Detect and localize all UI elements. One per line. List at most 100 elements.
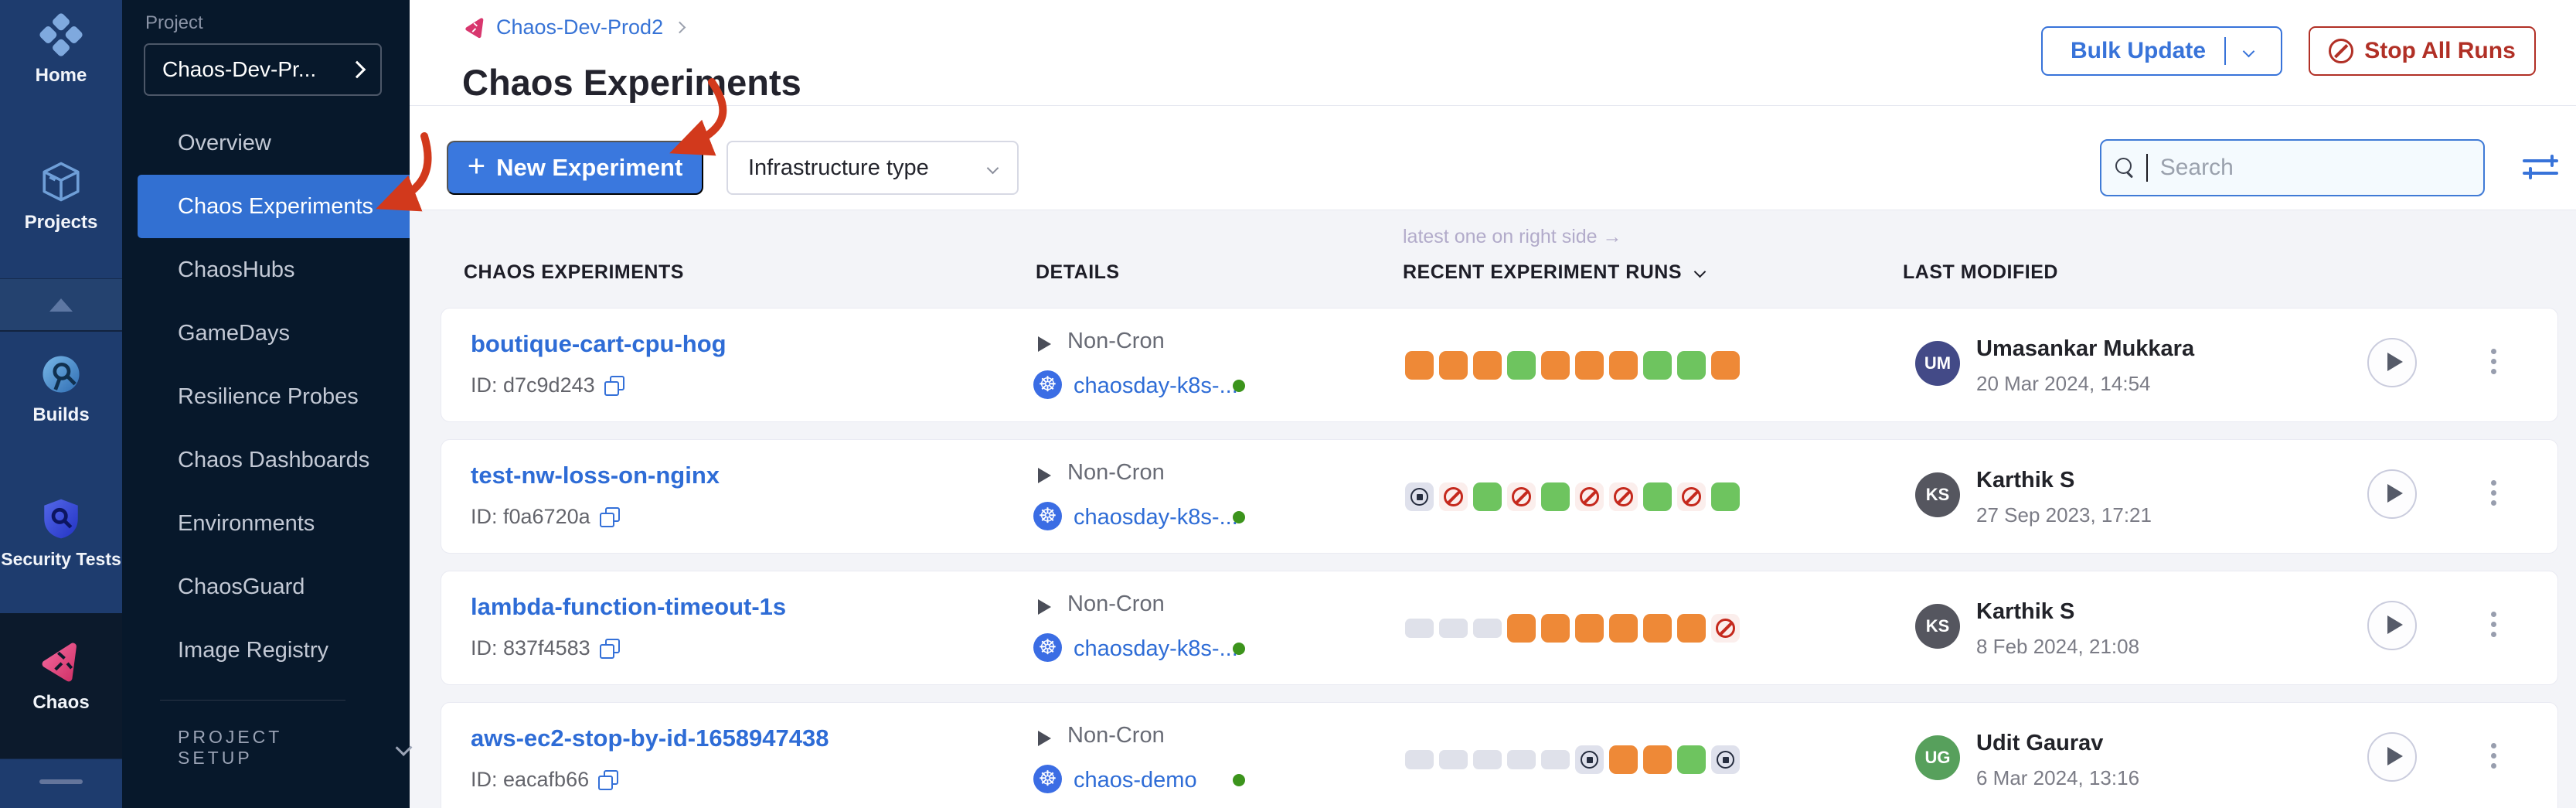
run-failed[interactable] <box>1575 614 1604 643</box>
run-stopped[interactable] <box>1711 745 1740 774</box>
experiment-name-link[interactable]: test-nw-loss-on-nginx <box>471 462 720 489</box>
experiment-row[interactable]: aws-ec2-stop-by-id-1658947438 ID: eacafb… <box>441 702 2558 808</box>
nav-module-projects[interactable]: Projects <box>0 159 122 234</box>
experiment-name-link[interactable]: aws-ec2-stop-by-id-1658947438 <box>471 724 829 752</box>
run-stopped[interactable] <box>1575 745 1604 774</box>
rail-resize-handle[interactable] <box>39 779 83 784</box>
text-cursor <box>2146 154 2148 182</box>
infrastructure-link[interactable]: chaosday-k8s-... <box>1074 505 1238 530</box>
run-experiment-button[interactable] <box>2367 601 2417 650</box>
run-empty <box>1473 619 1502 638</box>
sidebar-item-environments[interactable]: Environments <box>178 510 315 536</box>
run-experiment-button[interactable] <box>2367 338 2417 387</box>
run-failed[interactable] <box>1643 614 1672 643</box>
run-success[interactable] <box>1507 351 1536 380</box>
run-failed[interactable] <box>1439 351 1468 380</box>
run-success[interactable] <box>1643 351 1672 380</box>
sidebar-item-image-registry[interactable]: Image Registry <box>178 637 329 663</box>
run-error[interactable] <box>1575 482 1604 511</box>
run-error[interactable] <box>1609 482 1638 511</box>
breadcrumb-project[interactable]: Chaos-Dev-Prod2 <box>496 15 664 39</box>
new-experiment-button[interactable]: + New Experiment <box>447 141 703 195</box>
run-success[interactable] <box>1711 482 1740 511</box>
project-sidebar: Project Chaos-Dev-Pr... Overview Chaos Ex… <box>122 0 413 808</box>
run-success[interactable] <box>1677 745 1706 774</box>
copy-icon[interactable] <box>604 375 624 396</box>
sidebar-item-chaosguard[interactable]: ChaosGuard <box>178 574 305 599</box>
infra-status-dot <box>1233 774 1245 786</box>
run-failed[interactable] <box>1609 351 1638 380</box>
run-failed[interactable] <box>1609 745 1638 774</box>
schedule-type: Non-Cron <box>1067 592 1165 616</box>
row-menu-button[interactable] <box>2491 344 2496 379</box>
breadcrumb[interactable]: Chaos-Dev-Prod2 <box>464 15 686 39</box>
sidebar-item-chaoshubs[interactable]: ChaosHubs <box>178 257 295 282</box>
search-box[interactable] <box>2100 139 2485 196</box>
run-failed[interactable] <box>1677 614 1706 643</box>
rail-bottom-strip <box>0 759 122 808</box>
run-stopped[interactable] <box>1405 482 1434 511</box>
copy-icon[interactable] <box>599 506 620 527</box>
bulk-update-button[interactable]: Bulk Update <box>2041 26 2282 76</box>
button-divider <box>2224 37 2227 65</box>
sidebar-divider <box>160 700 345 701</box>
run-failed[interactable] <box>1541 614 1570 643</box>
run-experiment-button[interactable] <box>2367 732 2417 782</box>
play-triangle-icon <box>1038 468 1051 483</box>
infrastructure-link[interactable]: chaos-demo <box>1074 768 1197 793</box>
sort-icon[interactable] <box>1693 265 1706 278</box>
experiment-row[interactable]: boutique-cart-cpu-hog ID: d7c9d243 Non-C… <box>441 308 2558 422</box>
row-menu-button[interactable] <box>2491 476 2496 510</box>
infrastructure-link[interactable]: chaosday-k8s-... <box>1074 636 1238 661</box>
run-error[interactable] <box>1439 482 1468 511</box>
run-failed[interactable] <box>1711 351 1740 380</box>
module-rail: Home Projects Builds <box>0 0 122 808</box>
sidebar-item-gamedays[interactable]: GameDays <box>178 320 291 346</box>
run-success[interactable] <box>1473 482 1502 511</box>
project-setup-toggle[interactable]: PROJECT SETUP <box>178 727 413 769</box>
filter-icon[interactable] <box>2523 152 2558 182</box>
nav-module-chaos[interactable]: Chaos <box>0 639 122 714</box>
run-success[interactable] <box>1643 482 1672 511</box>
run-success[interactable] <box>1541 482 1570 511</box>
run-failed[interactable] <box>1405 351 1434 380</box>
search-input[interactable] <box>2158 154 2469 182</box>
experiment-name-link[interactable]: boutique-cart-cpu-hog <box>471 330 727 357</box>
copy-icon[interactable] <box>599 638 620 659</box>
run-failed[interactable] <box>1643 745 1672 774</box>
experiment-id: ID: d7c9d243 <box>471 373 624 397</box>
run-failed[interactable] <box>1609 614 1638 643</box>
row-menu-button[interactable] <box>2491 607 2496 642</box>
nav-module-home[interactable]: Home <box>0 12 122 87</box>
sidebar-item-chaos-dashboards[interactable]: Chaos Dashboards <box>178 447 370 472</box>
run-failed[interactable] <box>1507 614 1536 643</box>
project-selector[interactable]: Chaos-Dev-Pr... <box>144 43 382 96</box>
sidebar-item-chaos-experiments[interactable]: Chaos Experiments <box>138 175 410 238</box>
chaos-icon <box>39 639 83 684</box>
column-header-recent-runs[interactable]: RECENT EXPERIMENT RUNS <box>1403 261 1706 284</box>
run-success[interactable] <box>1677 351 1706 380</box>
modified-date: 8 Feb 2024, 21:08 <box>1976 635 2140 658</box>
run-error[interactable] <box>1507 482 1536 511</box>
run-error[interactable] <box>1711 614 1740 643</box>
row-menu-button[interactable] <box>2491 738 2496 773</box>
copy-icon[interactable] <box>598 769 619 790</box>
run-experiment-button[interactable] <box>2367 469 2417 519</box>
header-divider <box>410 105 2576 106</box>
nav-module-security-tests[interactable]: Security Tests <box>0 496 122 570</box>
rail-collapse-strip[interactable] <box>0 278 122 332</box>
experiment-name-link[interactable]: lambda-function-timeout-1s <box>471 593 787 620</box>
infrastructure-link[interactable]: chaosday-k8s-... <box>1074 373 1238 398</box>
run-error[interactable] <box>1677 482 1706 511</box>
nav-module-builds[interactable]: Builds <box>0 352 122 426</box>
infra-status-dot <box>1233 380 1245 392</box>
run-failed[interactable] <box>1473 351 1502 380</box>
run-failed[interactable] <box>1541 351 1570 380</box>
sidebar-item-resilience-probes[interactable]: Resilience Probes <box>178 384 359 409</box>
run-failed[interactable] <box>1575 351 1604 380</box>
sidebar-item-overview[interactable]: Overview <box>178 130 271 155</box>
experiment-row[interactable]: test-nw-loss-on-nginx ID: f0a6720a Non-C… <box>441 439 2558 554</box>
infrastructure-type-select[interactable]: Infrastructure type <box>727 141 1019 195</box>
experiment-row[interactable]: lambda-function-timeout-1s ID: 837f4583 … <box>441 571 2558 685</box>
stop-all-runs-button[interactable]: Stop All Runs <box>2309 26 2536 76</box>
